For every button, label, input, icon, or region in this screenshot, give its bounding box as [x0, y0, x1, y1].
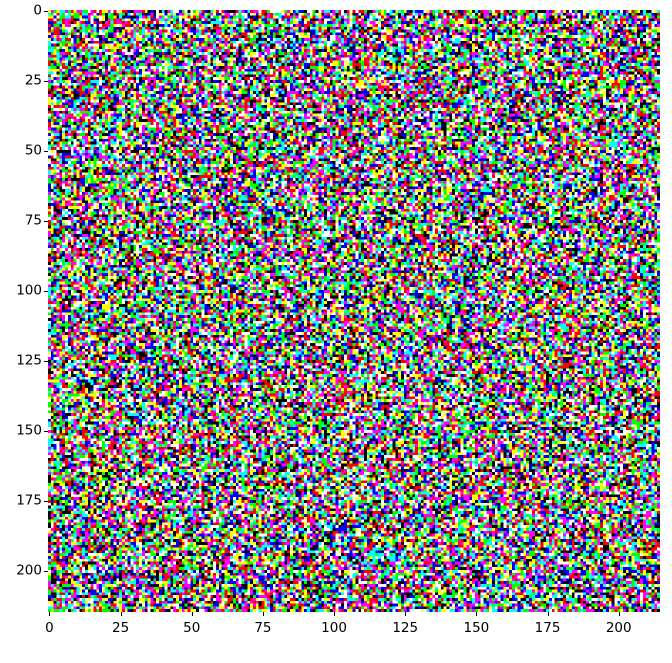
y-tick-label: 25 — [24, 72, 42, 89]
y-tick-label: 50 — [24, 142, 42, 159]
y-tick-label: 150 — [16, 422, 42, 439]
x-tick-mark — [48, 612, 50, 616]
x-tick-mark — [262, 612, 264, 616]
x-tick-label: 200 — [605, 620, 632, 636]
y-tick-label: 200 — [16, 562, 42, 579]
y-tick-label: 125 — [16, 352, 42, 369]
y-tick-mark — [44, 430, 48, 432]
x-tick-label: 175 — [534, 620, 561, 636]
x-tick-mark — [191, 612, 193, 616]
x-tick-label: 125 — [392, 620, 419, 636]
y-tick-label: 75 — [24, 212, 42, 229]
y-tick-label: 0 — [33, 2, 42, 19]
axes-area[interactable] — [48, 10, 660, 612]
x-tick-mark — [333, 612, 335, 616]
x-tick-label: 150 — [463, 620, 490, 636]
x-tick-mark — [475, 612, 477, 616]
x-tick-mark — [404, 612, 406, 616]
x-tick-label: 75 — [254, 620, 272, 636]
x-tick-label: 100 — [321, 620, 347, 636]
y-tick-mark — [44, 80, 48, 82]
y-tick-mark — [44, 360, 48, 362]
y-tick-mark — [44, 290, 48, 292]
x-tick-mark — [120, 612, 122, 616]
noise-image — [48, 10, 660, 612]
y-tick-label: 175 — [16, 492, 42, 509]
y-tick-mark — [44, 150, 48, 152]
y-tick-label: 100 — [16, 282, 42, 299]
x-tick-label: 25 — [111, 620, 130, 636]
y-tick-mark — [44, 570, 48, 572]
y-tick-mark — [44, 220, 48, 222]
x-tick-mark — [547, 612, 549, 616]
x-tick-label: 0 — [45, 620, 54, 636]
y-tick-mark — [44, 500, 48, 502]
x-tick-label: 50 — [183, 620, 201, 636]
y-tick-mark — [44, 10, 48, 12]
x-tick-mark — [618, 612, 620, 616]
